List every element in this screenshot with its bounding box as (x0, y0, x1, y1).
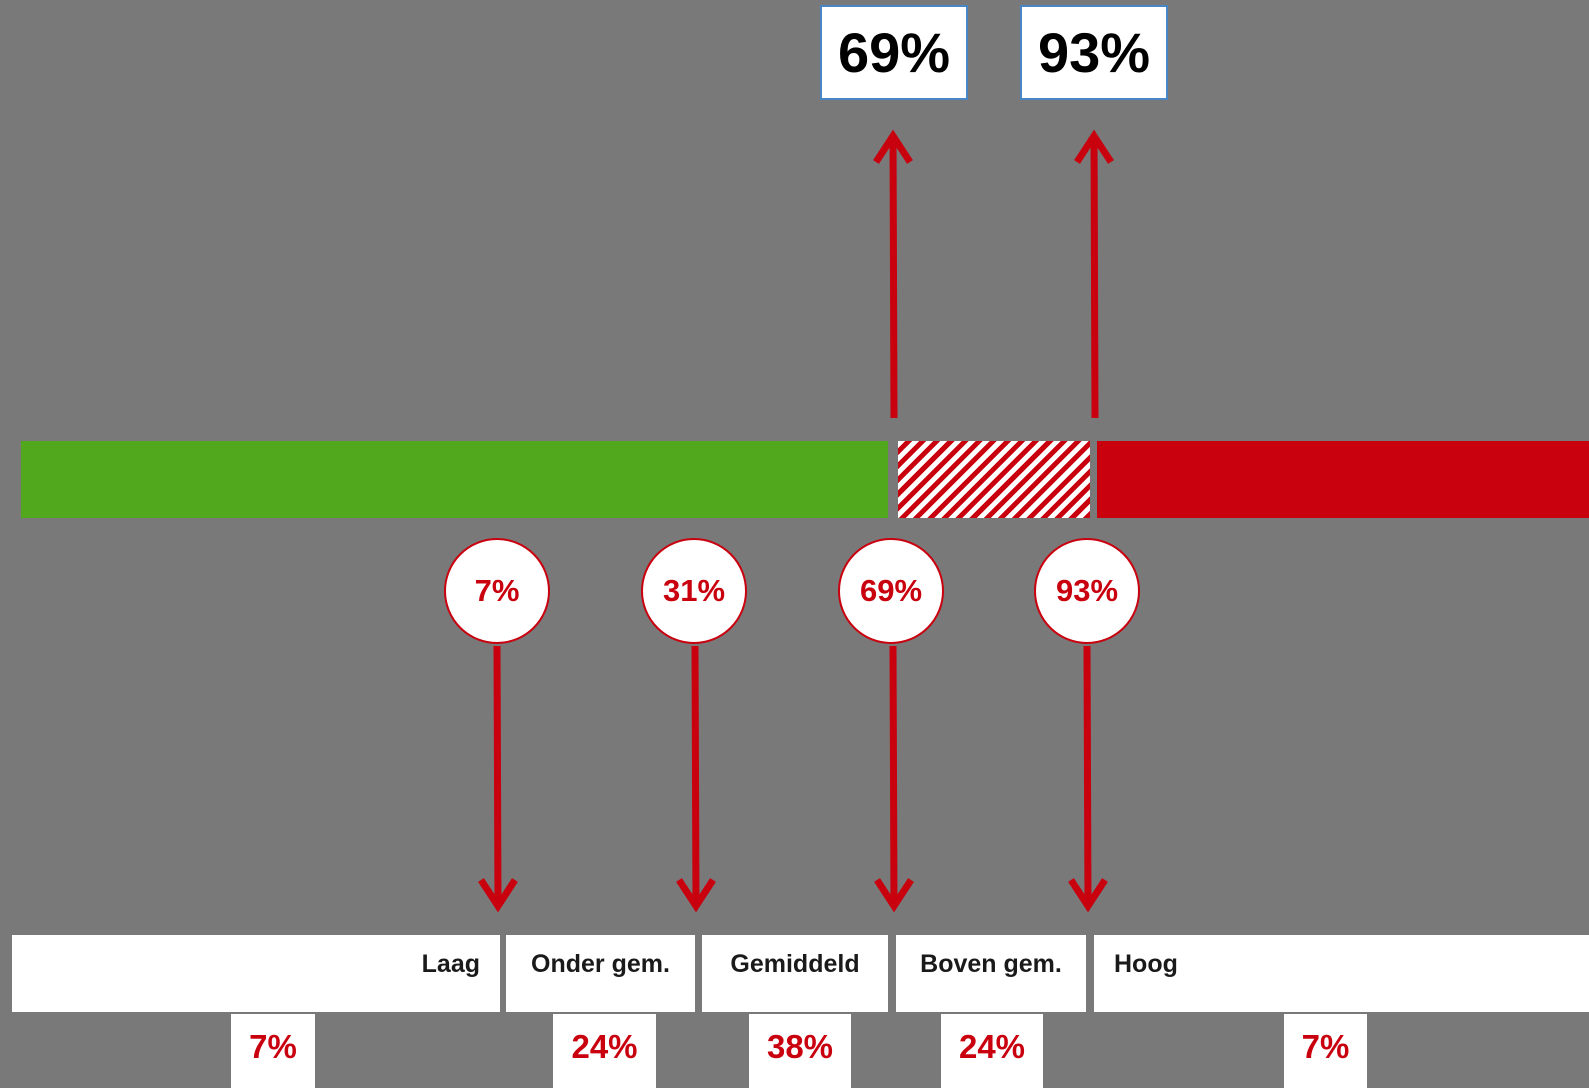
percentage-label: 24% (571, 1028, 638, 1065)
top-value-box-93: 93% (1020, 5, 1168, 100)
threshold-circle-93: 93% (1034, 538, 1140, 644)
arrow-down-69 (874, 645, 914, 913)
bar-segment-green (21, 441, 888, 518)
category-label: Hoog (1114, 950, 1178, 978)
category-percentage-boven-gem: 24% (941, 1014, 1043, 1088)
threshold-label: 7% (474, 573, 520, 608)
bar-segment-red (1097, 441, 1589, 518)
category-label: Laag (421, 950, 480, 978)
category-label: Boven gem. (920, 950, 1062, 978)
category-label: Gemiddeld (730, 950, 860, 978)
category-percentage-hoog: 7% (1284, 1014, 1367, 1088)
threshold-circle-31: 31% (641, 538, 747, 644)
percentage-label: 7% (249, 1028, 297, 1065)
top-value-label: 69% (837, 21, 951, 84)
top-value-label: 93% (1037, 21, 1151, 84)
threshold-label: 93% (1055, 573, 1119, 608)
category-label: Onder gem. (531, 950, 670, 978)
category-percentage-gemiddeld: 38% (749, 1014, 851, 1088)
category-box-gemiddeld: Gemiddeld (702, 935, 888, 1012)
category-percentage-laag: 7% (231, 1014, 315, 1088)
threshold-circle-69: 69% (838, 538, 944, 644)
percentage-label: 38% (766, 1028, 834, 1065)
arrow-up-93 (1074, 129, 1114, 419)
threshold-circle-7: 7% (444, 538, 550, 644)
arrow-down-93 (1068, 645, 1108, 913)
category-box-onder-gem: Onder gem. (506, 935, 695, 1012)
threshold-label: 31% (662, 573, 726, 608)
arrow-up-69 (873, 129, 913, 419)
arrow-down-31 (676, 645, 716, 913)
bar-segment-hatched (898, 441, 1090, 518)
category-box-hoog: Hoog (1094, 935, 1589, 1012)
percentage-label: 24% (958, 1028, 1026, 1065)
threshold-label: 69% (859, 573, 923, 608)
category-box-laag: Laag (12, 935, 500, 1012)
arrow-down-7 (478, 645, 518, 913)
top-value-box-69: 69% (820, 5, 968, 100)
category-box-boven-gem: Boven gem. (896, 935, 1086, 1012)
category-percentage-onder-gem: 24% (553, 1014, 656, 1088)
percentage-label: 7% (1301, 1028, 1350, 1065)
